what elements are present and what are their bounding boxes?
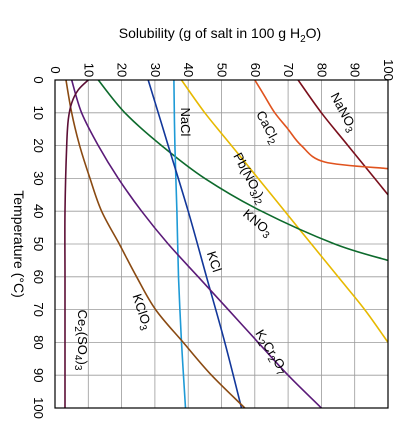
series-line-cacl — [254, 80, 388, 170]
series-label-part: KClO — [129, 292, 153, 326]
series-line-nacl — [173, 80, 187, 408]
solubility-tick-label: 20 — [115, 63, 130, 77]
solubility-axis-ticks: 0 10 20 30 40 50 60 70 80 90 100 — [48, 59, 396, 81]
series-label-part: (SO — [75, 332, 90, 355]
series-label-part: 2 — [251, 197, 264, 207]
chart-title: Solubility (g of salt in 100 g H2O) — [119, 25, 321, 45]
temperature-tick-label: 30 — [31, 171, 46, 185]
series-label-part: NaNO — [328, 90, 358, 129]
series-label-part: ) — [75, 360, 90, 364]
title-text-end: O) — [306, 25, 322, 41]
series-label-ce-so: Ce2(SO4)3 — [72, 310, 90, 371]
temperature-tick-label: 80 — [31, 335, 46, 349]
solubility-tick-label: 60 — [248, 63, 263, 77]
series-label-part: 2 — [264, 137, 277, 147]
solubility-tick-label: 80 — [314, 63, 329, 77]
temperature-tick-label: 70 — [31, 302, 46, 316]
series-label-part: Ce — [75, 310, 90, 327]
series-line-ce-so — [64, 80, 89, 408]
series-label-part: 3 — [260, 229, 272, 241]
series-label-part: 4 — [72, 355, 83, 361]
solubility-tick-label: 90 — [348, 63, 363, 77]
title-subscript: 2 — [300, 34, 306, 45]
temperature-tick-label: 40 — [31, 204, 46, 218]
series-label-part: 2 — [254, 338, 267, 349]
solubility-tick-label: 70 — [281, 63, 296, 77]
title-text: Solubility (g of salt in 100 g H — [119, 25, 300, 41]
solubility-tick-label: 0 — [48, 66, 63, 73]
series-label-part: Pb(NO — [230, 150, 262, 192]
series-label-part: NaCl — [178, 108, 193, 137]
series-label-part: 2 — [265, 354, 278, 365]
temperature-tick-label: 50 — [31, 237, 46, 251]
series-line-k-cr-o — [70, 80, 322, 408]
series-labels: NaNO3CaCl2Pb(NO3)2KNO3NaClKClK2Cr2O7KClO… — [72, 90, 358, 379]
series-curves — [64, 80, 388, 408]
temperature-axis-label: Temperature (°C) — [11, 190, 27, 298]
solubility-tick-label: 40 — [181, 63, 196, 77]
series-label-cacl: CaCl2 — [251, 108, 283, 147]
series-line-nano — [297, 80, 388, 196]
plot-frame — [54, 79, 389, 409]
series-label-k-cr-o: K2Cr2O7 — [250, 327, 292, 379]
series-label-part: 3 — [136, 324, 148, 333]
series-label-kcl: KCl — [204, 249, 225, 274]
temperature-tick-label: 60 — [31, 270, 46, 284]
temperature-tick-label: 10 — [31, 106, 46, 120]
series-label-part: 2 — [72, 326, 83, 332]
solubility-tick-label: 50 — [215, 63, 230, 77]
series-line-kcl — [147, 80, 243, 408]
series-label-part: 3 — [246, 188, 259, 198]
grid — [54, 79, 389, 409]
series-line-kno — [97, 80, 388, 262]
temperature-tick-label: 0 — [31, 76, 46, 83]
series-label-part: 3 — [72, 365, 83, 371]
series-label-part: KCl — [204, 249, 225, 274]
series-line-kclo — [65, 80, 246, 408]
series-label-part: 3 — [342, 125, 355, 135]
temperature-tick-label: 100 — [31, 397, 46, 419]
series-label-part: 7 — [273, 367, 286, 378]
series-line-pb-no — [180, 80, 388, 343]
series-label-part: ) — [252, 190, 267, 201]
solubility-tick-label: 10 — [81, 63, 96, 77]
temperature-tick-label: 90 — [31, 368, 46, 382]
solubility-tick-label: 30 — [148, 63, 163, 77]
series-label-nacl: NaCl — [178, 108, 193, 137]
temperature-tick-label: 20 — [31, 138, 46, 152]
series-label-kclo: KClO3 — [127, 292, 156, 333]
solubility-tick-label: 100 — [381, 59, 396, 81]
temperature-axis-ticks: 0 10 20 30 40 50 60 70 80 90 100 — [31, 76, 46, 418]
